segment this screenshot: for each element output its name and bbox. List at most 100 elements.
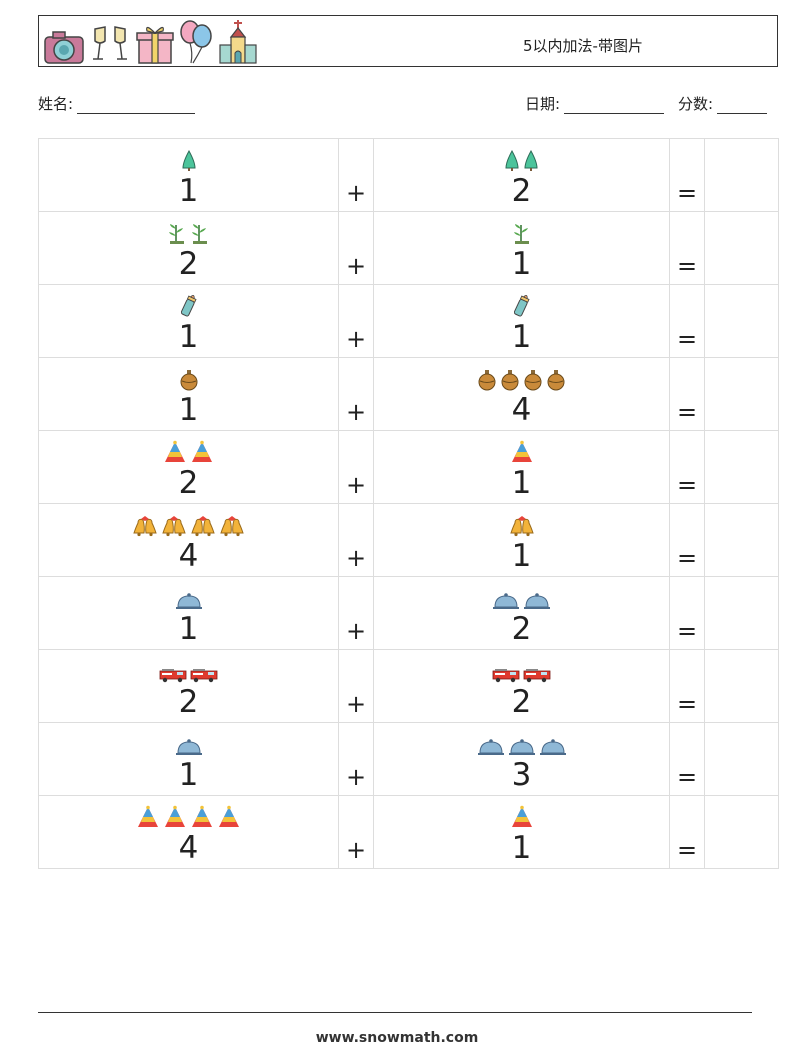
equals-sign: =: [676, 325, 698, 353]
operand-a-cell: 1: [38, 284, 339, 358]
gift-box-icon: [135, 21, 175, 65]
operand-a-cell: 2: [38, 430, 339, 504]
bells-icon: [219, 515, 245, 541]
operand-b-cell: 1: [373, 503, 670, 577]
answer-box[interactable]: [704, 430, 779, 504]
plus-sign: +: [345, 471, 367, 499]
operand-a-number: 4: [178, 830, 199, 866]
name-blank[interactable]: [77, 97, 196, 114]
picture-group: [374, 515, 669, 541]
party-hat-icon: [163, 440, 187, 468]
cloche-icon: [175, 592, 203, 614]
plus-sign-cell: +: [338, 138, 374, 212]
operand-b-cell: 2: [373, 138, 670, 212]
bells-icon: [161, 515, 187, 541]
operand-a-number: 4: [178, 538, 199, 574]
sprout-icon: [190, 221, 210, 249]
bells-icon: [132, 515, 158, 541]
tree-icon: [181, 149, 197, 176]
operand-b-number: 1: [511, 830, 532, 866]
party-hat-icon: [217, 805, 241, 833]
picture-group: [39, 663, 338, 687]
answer-box[interactable]: [704, 211, 779, 285]
bells-icon: [509, 515, 535, 541]
answer-box[interactable]: [704, 576, 779, 650]
footer-divider: [38, 1012, 752, 1013]
equals-sign: =: [676, 471, 698, 499]
tree-icon: [523, 149, 539, 176]
equals-sign-cell: =: [669, 503, 705, 577]
plus-sign-cell: +: [338, 722, 374, 796]
plus-sign-cell: +: [338, 430, 374, 504]
answer-box[interactable]: [704, 503, 779, 577]
score-field: 分数:: [678, 93, 768, 114]
operand-a-cell: 1: [38, 357, 339, 431]
party-hat-icon: [190, 805, 214, 833]
footer-url: www.snowmath.com: [315, 1030, 479, 1046]
plus-sign-cell: +: [338, 795, 374, 869]
fire-truck-icon: [159, 667, 187, 687]
equals-sign: =: [676, 836, 698, 864]
score-blank[interactable]: [717, 97, 768, 114]
balloons-icon: [179, 19, 213, 65]
plus-sign-cell: +: [338, 284, 374, 358]
answer-box[interactable]: [704, 722, 779, 796]
equals-sign: =: [676, 398, 698, 426]
plus-sign: +: [345, 179, 367, 207]
answer-box[interactable]: [704, 357, 779, 431]
picture-group: [374, 224, 669, 249]
plus-sign: +: [345, 252, 367, 280]
operand-a-number: 2: [178, 465, 199, 501]
picture-group: [39, 224, 338, 249]
answer-box[interactable]: [704, 138, 779, 212]
equals-sign: =: [676, 763, 698, 791]
ornament-icon: [546, 369, 566, 395]
operand-b-number: 2: [511, 684, 532, 720]
operand-b-cell: 1: [373, 284, 670, 358]
date-label: 日期:: [525, 95, 561, 113]
header-icons: [43, 19, 259, 65]
picture-group: [374, 736, 669, 760]
operand-b-cell: 1: [373, 430, 670, 504]
sprout-icon: [167, 221, 187, 249]
picture-group: [39, 805, 338, 833]
ornament-icon: [179, 369, 199, 395]
answer-box[interactable]: [704, 284, 779, 358]
tree-icon: [504, 149, 520, 176]
operand-b-number: 4: [511, 392, 532, 428]
equals-sign-cell: =: [669, 138, 705, 212]
operand-a-cell: 2: [38, 649, 339, 723]
problem-row: 2 +1 =: [38, 430, 779, 504]
operand-b-number: 2: [511, 173, 532, 209]
sprout-icon: [512, 221, 532, 249]
plus-sign-cell: +: [338, 357, 374, 431]
problem-row: 1 +2 =: [38, 138, 779, 212]
baby-bottle-icon: [513, 292, 530, 322]
operand-b-number: 3: [511, 757, 532, 793]
picture-group: [39, 515, 338, 541]
cloche-icon: [477, 738, 505, 760]
equals-sign-cell: =: [669, 211, 705, 285]
picture-group: [39, 440, 338, 468]
operand-a-number: 2: [178, 246, 199, 282]
answer-box[interactable]: [704, 795, 779, 869]
operand-a-cell: 4: [38, 503, 339, 577]
plus-sign-cell: +: [338, 211, 374, 285]
problem-row: 1 +1 =: [38, 284, 779, 358]
operand-a-number: 1: [178, 757, 199, 793]
operand-a-number: 1: [178, 611, 199, 647]
equals-sign: =: [676, 179, 698, 207]
operand-a-cell: 1: [38, 722, 339, 796]
ornament-icon: [523, 369, 543, 395]
fire-truck-icon: [190, 667, 218, 687]
worksheet-title: 5以内加法-带图片: [523, 37, 643, 55]
operand-a-number: 1: [178, 392, 199, 428]
baby-bottle-icon: [180, 292, 197, 322]
operand-b-cell: 3: [373, 722, 670, 796]
party-hat-icon: [510, 805, 534, 833]
answer-box[interactable]: [704, 649, 779, 723]
operand-a-cell: 1: [38, 576, 339, 650]
cloche-icon: [175, 738, 203, 760]
date-blank[interactable]: [564, 97, 665, 114]
operand-b-cell: 4: [373, 357, 670, 431]
